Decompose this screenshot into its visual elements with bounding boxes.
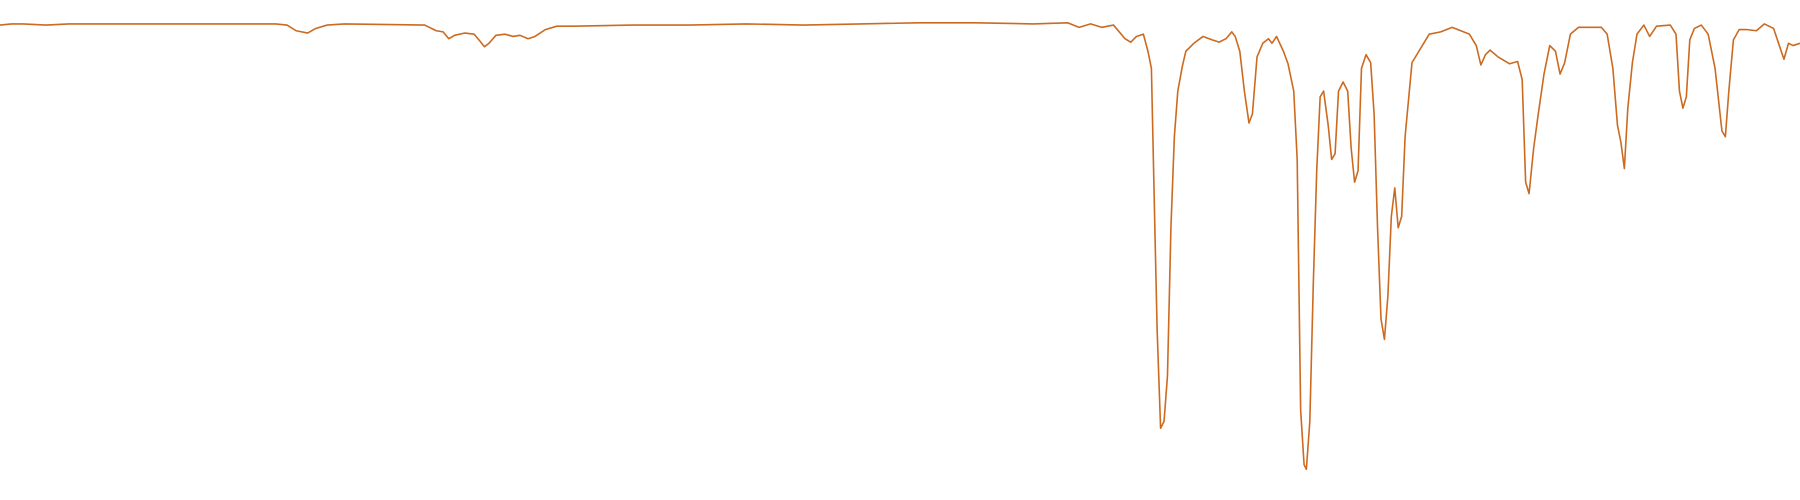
spectrum-line xyxy=(0,21,1800,471)
